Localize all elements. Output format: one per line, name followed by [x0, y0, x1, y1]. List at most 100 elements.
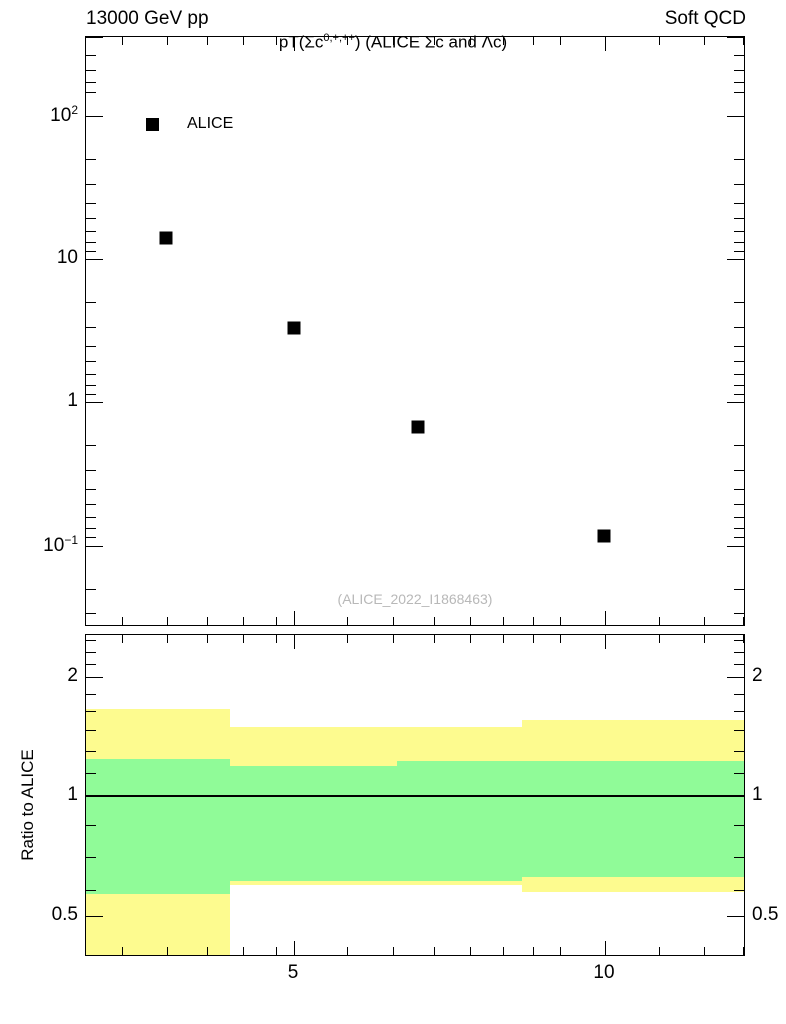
y-tick-minor-right — [734, 394, 744, 396]
y-tick-minor — [86, 327, 96, 329]
ratio-x-tick-minor-bottom — [393, 947, 395, 955]
x-tick-minor-bottom — [167, 617, 169, 625]
ratio-x-tick-minor-top — [659, 635, 661, 643]
y-tick-minor — [86, 385, 96, 387]
ratio-y-tick-minor — [86, 730, 96, 732]
y-tick-minor-right — [734, 251, 744, 253]
ratio-y-axis-label: 2 — [67, 665, 78, 686]
ratio-x-tick-minor-bottom — [243, 947, 245, 955]
ratio-x-tick-minor-top — [122, 635, 124, 643]
x-tick-minor-bottom — [207, 617, 209, 625]
y-tick-minor — [86, 251, 96, 253]
data-point — [411, 420, 425, 434]
y-axis-label: 10−1 — [43, 532, 78, 557]
x-tick-minor-top — [393, 37, 395, 45]
x-tick-minor-top — [207, 37, 209, 45]
y-tick-minor-right — [734, 327, 744, 329]
ratio-y-tick-minor — [86, 664, 96, 666]
y-tick-minor — [86, 504, 96, 506]
x-tick-minor-top — [347, 37, 349, 45]
ratio-x-tick-minor-bottom — [347, 947, 349, 955]
ratio-y-tick-minor — [86, 694, 96, 696]
y-tick-minor-right — [734, 184, 744, 186]
header-beam-label: 13000 GeV pp — [86, 8, 209, 29]
plot-title-suffix: ) (ALICE Σc and Λc) — [354, 32, 508, 52]
ratio-y-tick-minor — [86, 773, 96, 775]
ratio-x-tick-minor-bottom — [276, 947, 278, 955]
x-tick-minor-bottom — [659, 617, 661, 625]
ratio-x-tick-minor-bottom — [207, 947, 209, 955]
ratio-y-axis-label-right: 2 — [752, 665, 763, 686]
ratio-y-tick-minor — [86, 711, 96, 713]
x-tick-minor-top — [533, 37, 535, 45]
ratio-x-tick-minor-top — [434, 635, 436, 643]
x-tick-minor-bottom — [347, 617, 349, 625]
x-tick-minor-top — [276, 37, 278, 45]
ratio-y-tick-major-right — [727, 677, 744, 679]
ratio-y-tick-major — [86, 916, 103, 918]
legend-marker-alice — [146, 117, 159, 131]
y-axis-label: 1 — [67, 390, 78, 411]
ratio-y-tick-minor-right — [734, 640, 744, 642]
x-tick-minor-top — [243, 37, 245, 45]
y-tick-minor-right — [734, 374, 744, 376]
y-tick-minor — [86, 55, 96, 57]
data-point — [287, 321, 301, 335]
y-tick-minor — [86, 613, 96, 615]
ratio-y-tick-minor — [86, 890, 96, 892]
ratio-y-tick-minor — [86, 751, 96, 753]
ratio-x-tick-minor-bottom — [122, 947, 124, 955]
y-tick-minor — [86, 470, 96, 472]
y-tick-minor-right — [734, 361, 744, 363]
y-tick-minor-right — [734, 489, 744, 491]
y-tick-minor — [86, 489, 96, 491]
y-tick-minor — [86, 82, 96, 84]
ratio-x-tick-minor-bottom — [470, 947, 472, 955]
y-tick-minor-right — [734, 203, 744, 205]
y-tick-minor — [86, 528, 96, 530]
x-tick-minor-bottom — [503, 617, 505, 625]
ratio-x-tick-minor-top — [276, 635, 278, 643]
x-tick-minor-bottom — [704, 617, 706, 625]
y-tick-major-right — [727, 402, 744, 404]
y-tick-minor-right — [734, 92, 744, 94]
ratio-band-inner — [86, 759, 230, 894]
y-tick-minor-right — [734, 385, 744, 387]
ratio-x-tick-minor-bottom — [743, 947, 744, 955]
ratio-x-tick-minor-top — [243, 635, 245, 643]
ratio-x-tick-minor-bottom — [560, 947, 562, 955]
y-tick-minor-right — [734, 517, 744, 519]
y-tick-major — [86, 402, 103, 404]
x-tick-minor-bottom — [393, 617, 395, 625]
y-tick-minor-right — [734, 302, 744, 304]
data-point — [597, 529, 611, 543]
y-tick-minor — [86, 589, 96, 591]
y-tick-minor-right — [734, 55, 744, 57]
y-tick-minor-right — [734, 242, 744, 244]
y-tick-major-right — [727, 37, 744, 39]
y-axis-label: 10 — [56, 247, 78, 268]
y-tick-minor — [86, 70, 96, 72]
y-tick-minor — [86, 242, 96, 244]
ratio-x-tick-major-top — [605, 635, 607, 649]
plot-title-superscript: 0,+,++ — [323, 32, 355, 44]
ratio-x-tick-minor-top — [470, 635, 472, 643]
x-tick-major-top — [294, 37, 296, 51]
y-tick-minor — [86, 394, 96, 396]
x-tick-minor-bottom — [533, 617, 535, 625]
ratio-y-tick-minor — [86, 825, 96, 827]
ratio-x-tick-minor-top — [533, 635, 535, 643]
ratio-x-tick-minor-top — [704, 635, 706, 643]
y-tick-minor — [86, 517, 96, 519]
x-tick-minor-bottom — [243, 617, 245, 625]
y-tick-minor-right — [734, 159, 744, 161]
x-tick-minor-bottom — [743, 617, 744, 625]
y-tick-minor-right — [734, 218, 744, 220]
x-axis-label: 5 — [287, 962, 299, 983]
ratio-y-tick-major-right — [727, 916, 744, 918]
ratio-band-inner — [230, 766, 397, 881]
ratio-reference-line — [86, 795, 744, 797]
x-tick-minor-bottom — [560, 617, 562, 625]
y-tick-minor-right — [734, 589, 744, 591]
y-tick-minor-right — [734, 537, 744, 539]
